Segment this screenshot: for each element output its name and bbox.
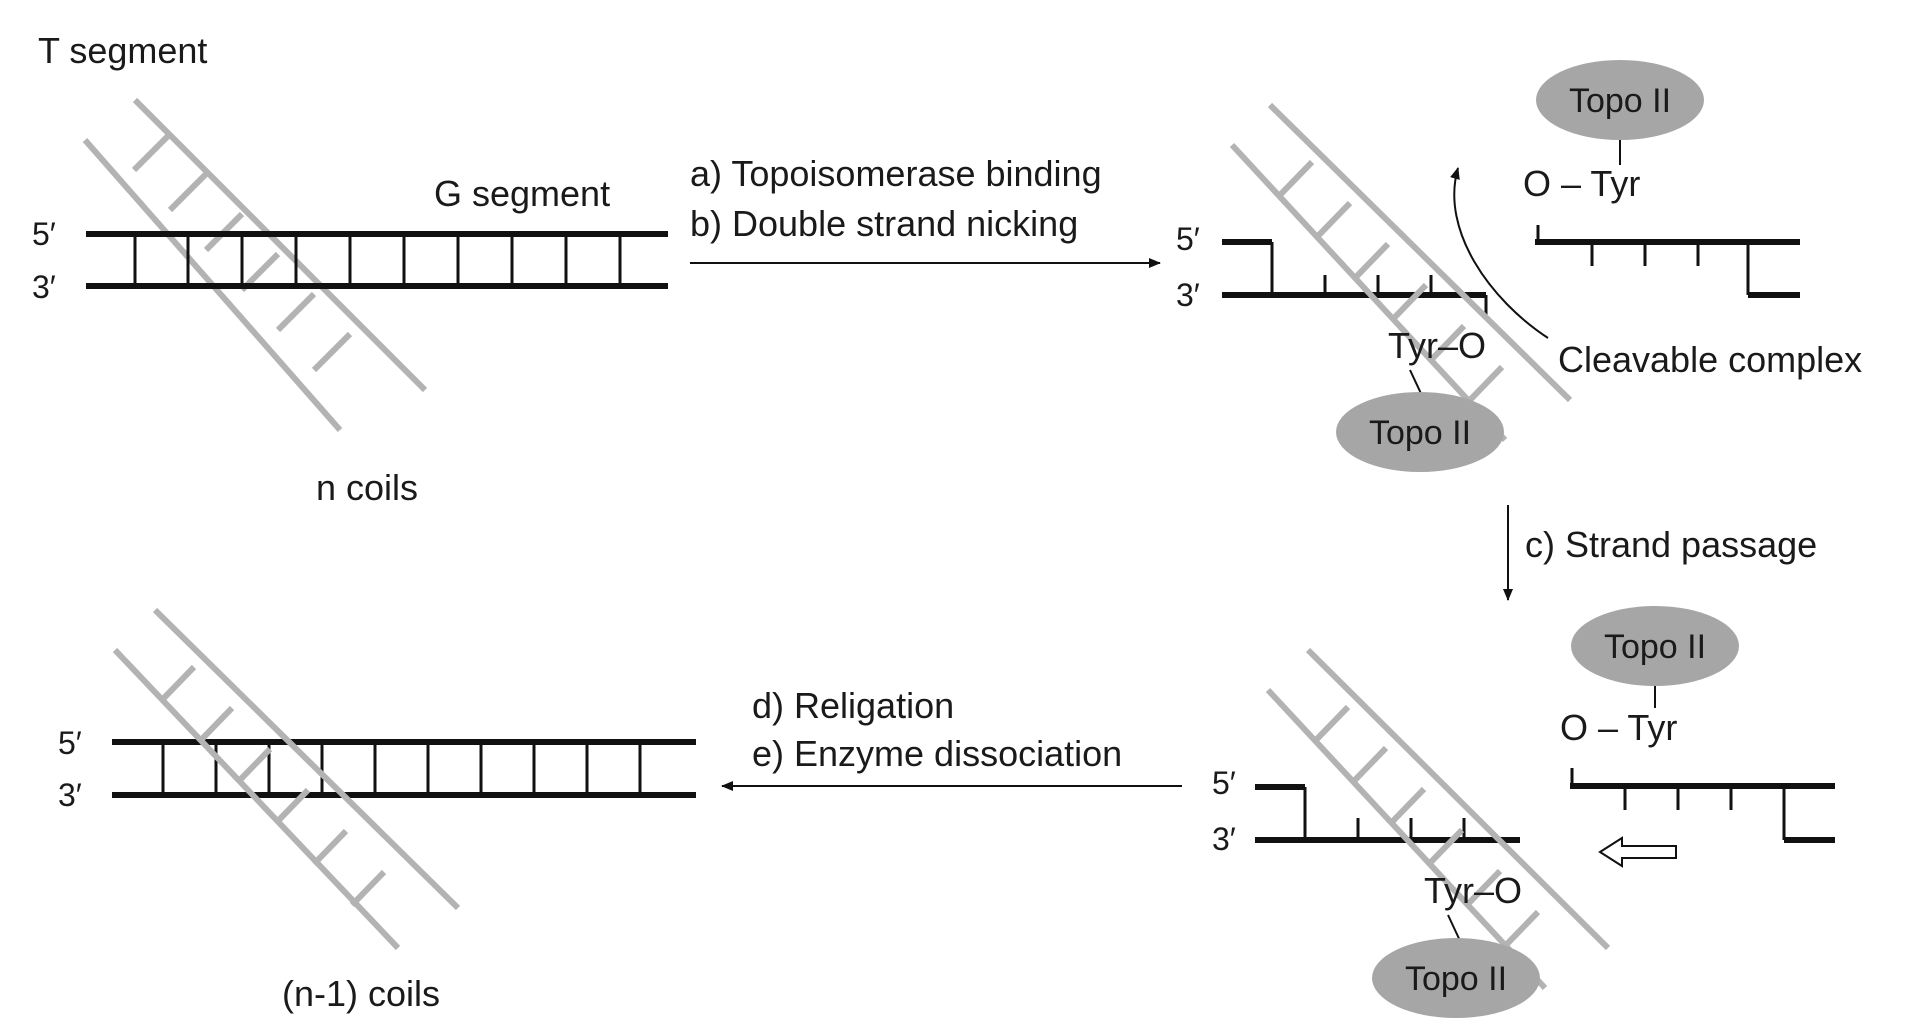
topo-ii-enzyme-lower: Topo II bbox=[1336, 392, 1504, 472]
panel-final-state: 5′ 3′ (n-1) coils bbox=[58, 607, 696, 1014]
g-segment-right-half bbox=[1570, 768, 1835, 843]
t-segment-ladder bbox=[1265, 647, 1611, 991]
panel-initial-state: T segment G segment bbox=[32, 30, 668, 508]
step-e-label: e) Enzyme dissociation bbox=[752, 733, 1122, 774]
topo-ii-enzyme-upper: Topo II bbox=[1571, 606, 1739, 686]
three-prime-end: 3′ bbox=[32, 269, 56, 305]
n-minus-1-coils-label: (n-1) coils bbox=[282, 973, 440, 1014]
t-segment-ladder bbox=[1229, 102, 1573, 443]
step-c: c) Strand passage bbox=[1503, 505, 1817, 601]
g-segment-label: G segment bbox=[434, 173, 610, 214]
g-segment-right-half bbox=[1535, 225, 1800, 298]
g-segment-duplex bbox=[86, 231, 668, 289]
g-segment-left-half bbox=[1255, 784, 1520, 843]
g-segment-duplex bbox=[112, 739, 696, 798]
five-prime-end: 5′ bbox=[1212, 765, 1236, 801]
three-prime-end: 3′ bbox=[58, 777, 82, 813]
three-prime-end: 3′ bbox=[1176, 277, 1200, 313]
cleavable-complex-label: Cleavable complex bbox=[1558, 339, 1862, 380]
o-tyr-label: O – Tyr bbox=[1560, 707, 1677, 748]
topo-ii-label: Topo II bbox=[1405, 960, 1507, 998]
tyr-o-label: Tyr–O bbox=[1388, 325, 1486, 366]
topo-ii-enzyme-upper: Topo II bbox=[1536, 60, 1704, 140]
o-tyr-label: O – Tyr bbox=[1523, 163, 1640, 204]
topo-ii-label: Topo II bbox=[1569, 82, 1671, 120]
t-segment-ladder bbox=[112, 607, 461, 951]
t-segment-label: T segment bbox=[38, 30, 207, 71]
topo-ii-label: Topo II bbox=[1604, 628, 1706, 666]
n-coils-label: n coils bbox=[316, 467, 418, 508]
topo-ii-enzyme-lower: Topo II bbox=[1372, 938, 1540, 1018]
curved-arrow-icon bbox=[1450, 167, 1549, 339]
panel-strand-passage: 5′ 3′ Topo II O – Tyr Tyr–O Topo II bbox=[1212, 606, 1835, 1018]
step-d-label: d) Religation bbox=[752, 685, 954, 726]
three-prime-end: 3′ bbox=[1212, 821, 1236, 857]
step-ab: a) Topoisomerase binding b) Double stran… bbox=[690, 153, 1161, 268]
topo-ii-label: Topo II bbox=[1369, 414, 1471, 452]
step-c-label: c) Strand passage bbox=[1525, 524, 1817, 565]
g-segment-left-half bbox=[1222, 239, 1488, 318]
step-a-label: a) Topoisomerase binding bbox=[690, 153, 1102, 194]
five-prime-end: 5′ bbox=[1176, 221, 1200, 257]
five-prime-end: 5′ bbox=[32, 216, 56, 252]
step-de: d) Religation e) Enzyme dissociation bbox=[721, 685, 1182, 791]
five-prime-end: 5′ bbox=[58, 725, 82, 761]
step-b-label: b) Double strand nicking bbox=[690, 203, 1078, 244]
panel-cleavable-complex: 5′ 3′ Topo II O – Tyr Tyr–O Topo II Clea… bbox=[1176, 60, 1862, 472]
tyr-o-label: Tyr–O bbox=[1424, 870, 1522, 911]
hollow-arrow-left-icon bbox=[1598, 836, 1677, 868]
